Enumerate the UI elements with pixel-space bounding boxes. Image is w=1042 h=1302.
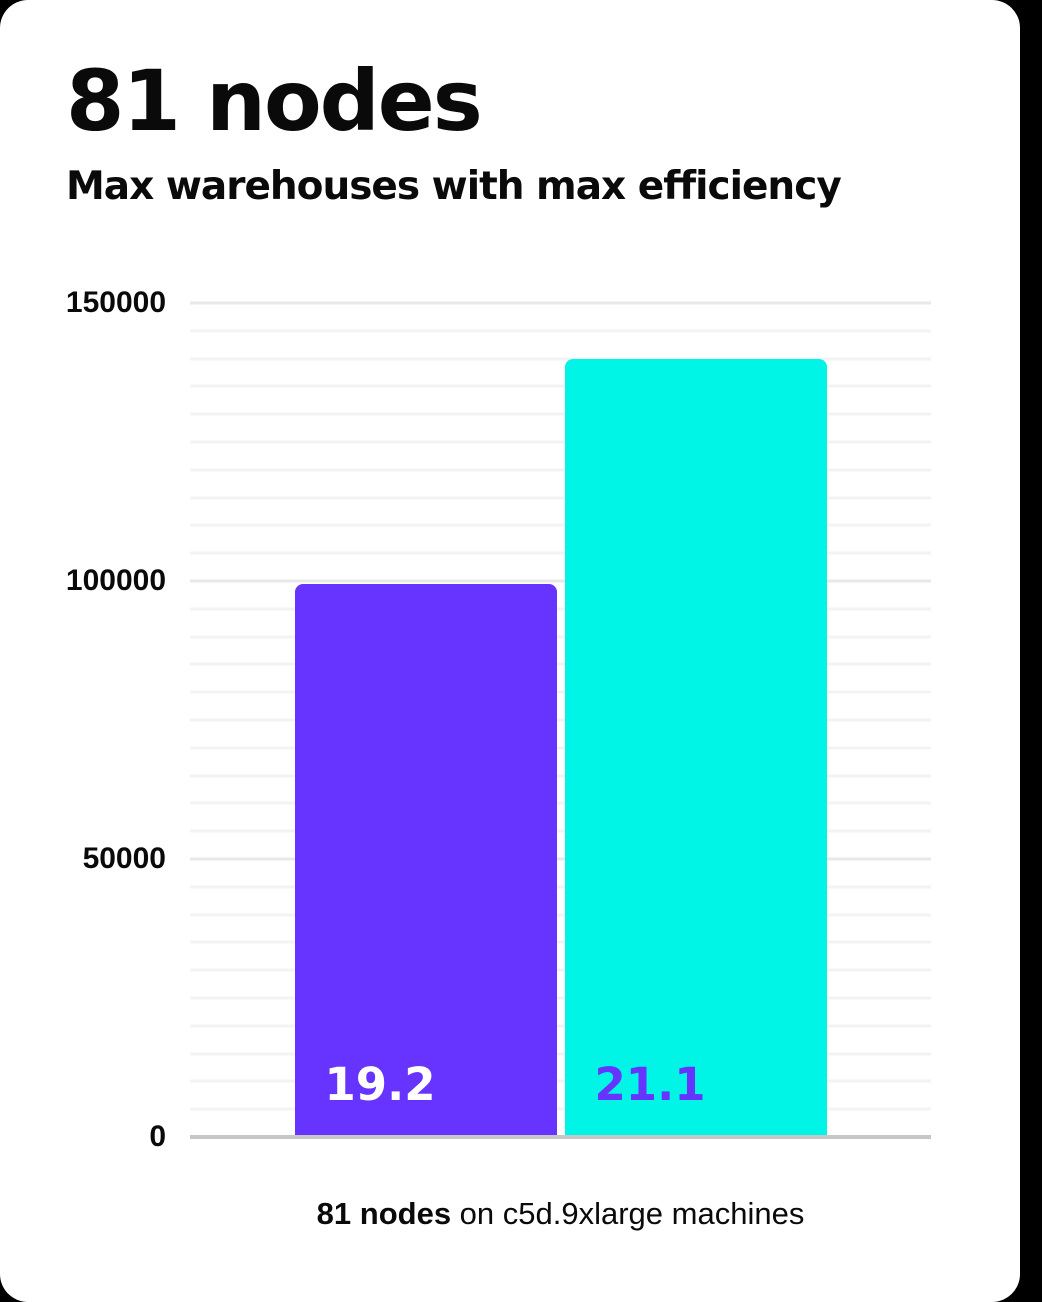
page-subtitle: Max warehouses with max efficiency bbox=[66, 164, 842, 209]
gridline bbox=[190, 440, 931, 444]
gridline bbox=[190, 913, 931, 917]
y-tick-label: 150000 bbox=[65, 286, 166, 319]
gridline bbox=[190, 690, 931, 694]
gridline bbox=[190, 885, 931, 889]
gridline bbox=[190, 357, 931, 361]
gridline bbox=[190, 412, 931, 416]
chart-card: 81 nodes Max warehouses with max efficie… bbox=[0, 0, 1020, 1302]
gridline bbox=[190, 635, 931, 639]
caption-bold-text: 81 nodes bbox=[316, 1196, 452, 1231]
gridline bbox=[190, 829, 931, 833]
bar: 19.2 bbox=[294, 583, 557, 1137]
gridline bbox=[190, 551, 931, 555]
y-axis: 0 50000 100000 150000 bbox=[0, 286, 166, 1153]
plot-area: 19.2 21.1 bbox=[190, 301, 931, 1139]
gridline bbox=[190, 1024, 931, 1028]
gridline bbox=[190, 384, 931, 388]
gridline bbox=[190, 746, 931, 750]
gridline bbox=[190, 857, 931, 861]
gridline bbox=[190, 662, 931, 666]
gridline bbox=[190, 579, 931, 583]
page-title: 81 nodes bbox=[66, 52, 483, 150]
chart-caption: 81 nodes on c5d.9xlarge machines bbox=[190, 1196, 931, 1232]
gridline bbox=[190, 496, 931, 500]
gridline bbox=[190, 968, 931, 972]
gridline bbox=[190, 718, 931, 722]
caption-regular-text: on c5d.9xlarge machines bbox=[451, 1196, 805, 1231]
gridline bbox=[190, 607, 931, 611]
gridline bbox=[190, 329, 931, 333]
y-tick-label: 0 bbox=[149, 1120, 166, 1153]
gridline bbox=[190, 1107, 931, 1111]
x-axis-line bbox=[190, 1135, 931, 1139]
bar: 21.1 bbox=[564, 358, 827, 1137]
gridline bbox=[190, 996, 931, 1000]
bar-value-label: 21.1 bbox=[594, 1058, 706, 1111]
y-tick-label: 50000 bbox=[82, 841, 166, 875]
gridline bbox=[190, 801, 931, 805]
gridline bbox=[190, 301, 931, 305]
gridline bbox=[190, 940, 931, 944]
gridline bbox=[190, 523, 931, 527]
gridline bbox=[190, 468, 931, 472]
gridline bbox=[190, 1079, 931, 1083]
gridline bbox=[190, 774, 931, 778]
y-tick-label: 100000 bbox=[65, 563, 166, 597]
gridline bbox=[190, 1052, 931, 1056]
bar-value-label: 19.2 bbox=[324, 1058, 436, 1111]
